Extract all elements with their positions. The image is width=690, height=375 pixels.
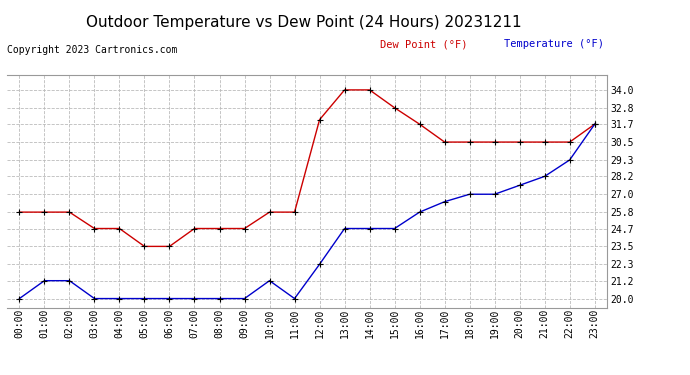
Dew Point (°F) bbox=[115, 226, 124, 231]
Line: Temperature (°F): Temperature (°F) bbox=[17, 122, 598, 302]
Dew Point (°F) bbox=[15, 210, 23, 214]
Temperature (°F) bbox=[66, 278, 74, 283]
Dew Point (°F) bbox=[140, 244, 148, 249]
Dew Point (°F) bbox=[290, 210, 299, 214]
Dew Point (°F) bbox=[566, 140, 574, 144]
Dew Point (°F) bbox=[240, 226, 248, 231]
Text: Temperature (°F): Temperature (°F) bbox=[504, 39, 604, 50]
Dew Point (°F) bbox=[591, 122, 599, 126]
Dew Point (°F) bbox=[190, 226, 199, 231]
Text: Outdoor Temperature vs Dew Point (24 Hours) 20231211: Outdoor Temperature vs Dew Point (24 Hou… bbox=[86, 15, 522, 30]
Dew Point (°F) bbox=[440, 140, 449, 144]
Temperature (°F) bbox=[266, 278, 274, 283]
Dew Point (°F) bbox=[66, 210, 74, 214]
Temperature (°F) bbox=[315, 262, 324, 267]
Temperature (°F) bbox=[340, 226, 348, 231]
Temperature (°F) bbox=[40, 278, 48, 283]
Dew Point (°F) bbox=[215, 226, 224, 231]
Temperature (°F) bbox=[190, 296, 199, 301]
Dew Point (°F) bbox=[166, 244, 174, 249]
Temperature (°F) bbox=[290, 296, 299, 301]
Temperature (°F) bbox=[240, 296, 248, 301]
Temperature (°F) bbox=[90, 296, 99, 301]
Text: Dew Point (°F): Dew Point (°F) bbox=[380, 39, 467, 50]
Temperature (°F) bbox=[215, 296, 224, 301]
Temperature (°F) bbox=[440, 200, 449, 204]
Temperature (°F) bbox=[415, 210, 424, 214]
Temperature (°F) bbox=[166, 296, 174, 301]
Temperature (°F) bbox=[366, 226, 374, 231]
Text: Copyright 2023 Cartronics.com: Copyright 2023 Cartronics.com bbox=[7, 45, 177, 55]
Temperature (°F) bbox=[115, 296, 124, 301]
Dew Point (°F) bbox=[315, 117, 324, 122]
Dew Point (°F) bbox=[340, 88, 348, 92]
Dew Point (°F) bbox=[515, 140, 524, 144]
Dew Point (°F) bbox=[90, 226, 99, 231]
Dew Point (°F) bbox=[415, 122, 424, 126]
Temperature (°F) bbox=[566, 158, 574, 162]
Dew Point (°F) bbox=[540, 140, 549, 144]
Dew Point (°F) bbox=[366, 88, 374, 92]
Dew Point (°F) bbox=[466, 140, 474, 144]
Temperature (°F) bbox=[391, 226, 399, 231]
Temperature (°F) bbox=[15, 296, 23, 301]
Temperature (°F) bbox=[491, 192, 499, 196]
Line: Dew Point (°F): Dew Point (°F) bbox=[17, 87, 598, 249]
Dew Point (°F) bbox=[491, 140, 499, 144]
Temperature (°F) bbox=[540, 174, 549, 178]
Dew Point (°F) bbox=[391, 105, 399, 110]
Dew Point (°F) bbox=[266, 210, 274, 214]
Temperature (°F) bbox=[466, 192, 474, 196]
Temperature (°F) bbox=[591, 122, 599, 126]
Dew Point (°F) bbox=[40, 210, 48, 214]
Temperature (°F) bbox=[140, 296, 148, 301]
Temperature (°F) bbox=[515, 183, 524, 188]
